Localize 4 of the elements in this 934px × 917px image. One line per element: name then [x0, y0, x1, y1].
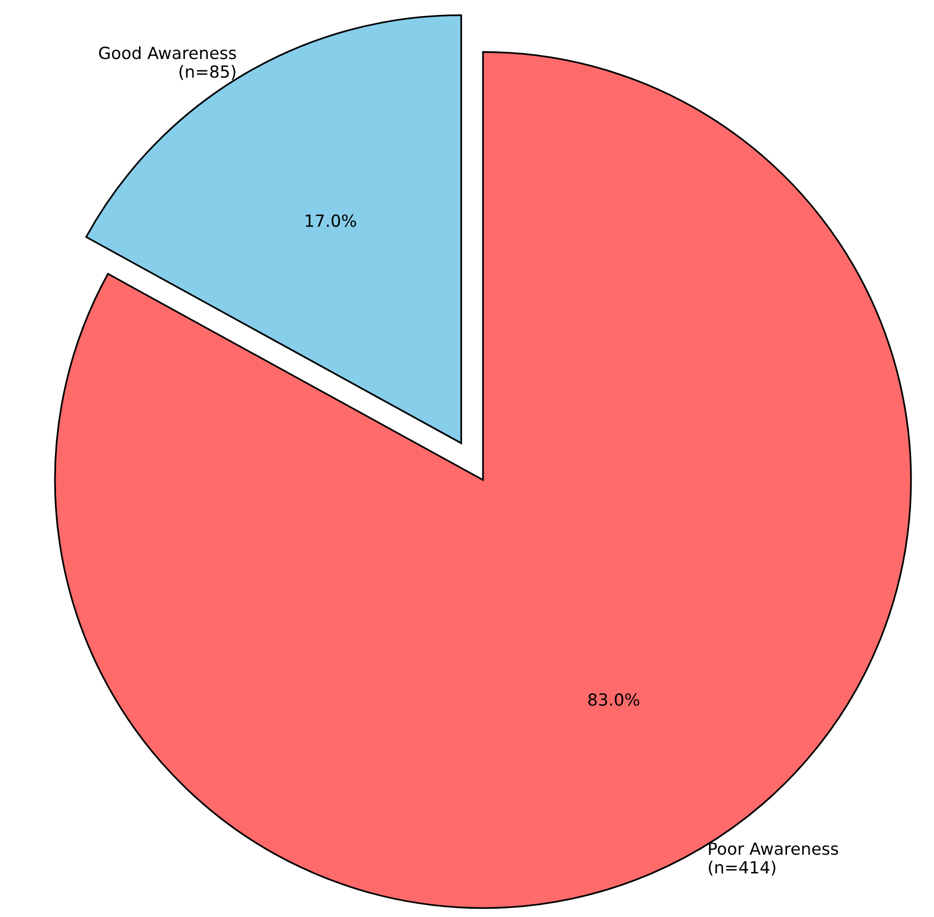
data-label: 83.0% [588, 693, 640, 706]
data-label: 17.0% [306, 214, 356, 227]
slice-label: Good Awareness (n=85) [99, 46, 236, 80]
slice-label: Poor Awareness (n=414) [708, 842, 838, 876]
